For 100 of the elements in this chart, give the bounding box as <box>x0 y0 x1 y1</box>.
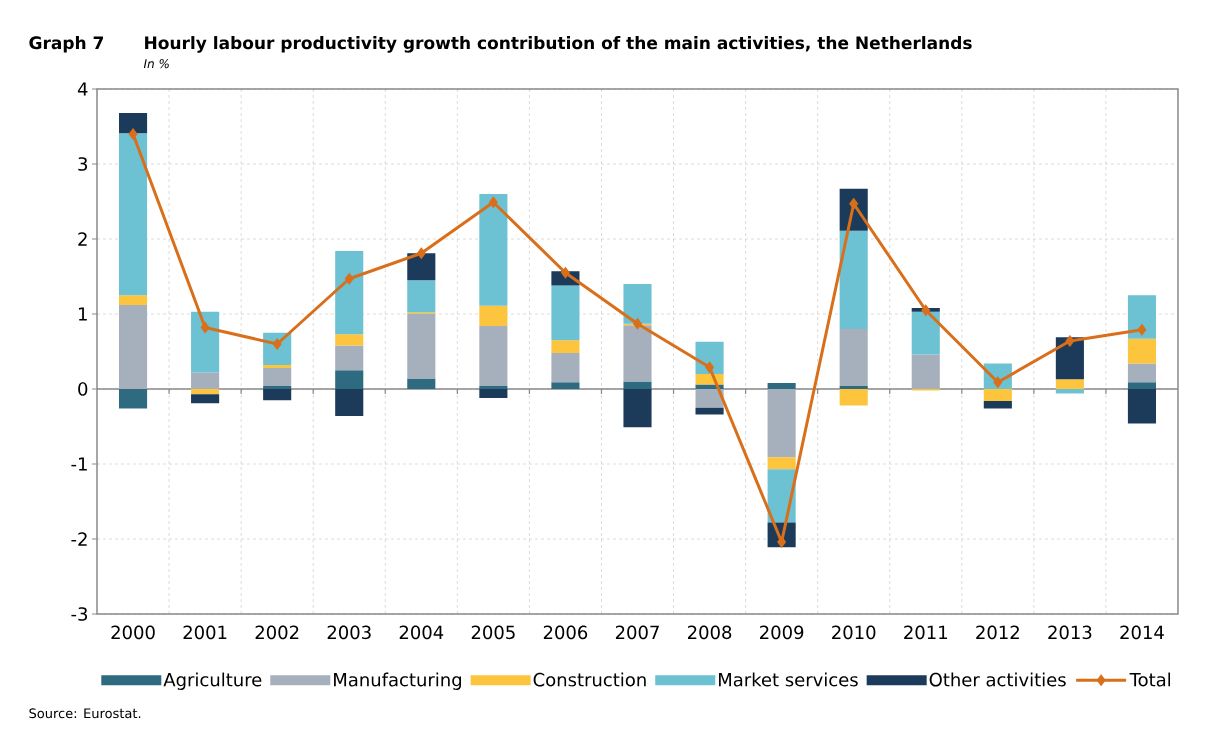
legend-label: Manufacturing <box>334 672 462 690</box>
x-tick-label: 2009 <box>760 625 804 640</box>
bar <box>118 388 148 409</box>
bar <box>839 388 868 406</box>
legend-label: Market services <box>719 672 858 687</box>
bar <box>767 457 796 470</box>
x-tick-label: 2007 <box>615 625 659 640</box>
bar <box>335 388 364 416</box>
bar <box>335 370 364 389</box>
bar <box>983 388 1012 401</box>
point <box>921 304 931 317</box>
bar <box>1127 382 1156 389</box>
bar <box>551 285 580 341</box>
bar <box>191 388 220 395</box>
x-tick-label: 2003 <box>327 625 371 640</box>
bar <box>407 313 436 379</box>
chart-subtitle: In % <box>143 59 169 69</box>
bar <box>1127 295 1156 339</box>
bar <box>623 283 652 324</box>
y-tick-label: -1 <box>71 457 87 471</box>
bar <box>479 385 508 389</box>
bar <box>407 253 436 281</box>
point <box>200 321 210 334</box>
point <box>777 535 787 549</box>
point <box>705 361 715 374</box>
y-tick-label: 2 <box>78 232 87 246</box>
bar <box>118 112 148 134</box>
bar <box>191 372 220 389</box>
bar <box>839 385 868 389</box>
bar <box>335 334 364 346</box>
point <box>416 247 426 260</box>
y-tick-label: 1 <box>79 307 87 321</box>
x-tick-label: 2010 <box>832 625 876 640</box>
x-tick-label: 2013 <box>1048 625 1092 640</box>
bar <box>1127 338 1156 364</box>
bar <box>118 295 148 305</box>
caption: Graph 7 <box>29 36 104 53</box>
point <box>344 272 354 285</box>
bar <box>623 388 652 428</box>
x-tick-label: 2000 <box>111 625 155 640</box>
bar <box>479 388 508 398</box>
bar <box>839 230 868 329</box>
y-tick-label: 3 <box>78 157 88 171</box>
bar <box>551 382 580 389</box>
bar <box>551 352 580 383</box>
point <box>1137 323 1147 336</box>
point <box>560 266 570 279</box>
bar <box>407 280 436 313</box>
bar <box>767 388 796 458</box>
x-tick-label: 2014 <box>1120 625 1164 640</box>
bar <box>479 193 508 306</box>
bar <box>335 250 364 335</box>
bar <box>263 385 292 389</box>
chart-title: Hourly labour productivity growth contribution of the main activities, the Netherlands <box>145 36 972 53</box>
y-tick-label: -3 <box>71 607 88 621</box>
y-tick-label: 0 <box>78 382 88 396</box>
bar <box>191 311 220 373</box>
bar <box>623 381 652 389</box>
bar <box>335 345 364 371</box>
point <box>1065 334 1075 348</box>
bar <box>767 382 796 389</box>
x-tick-label: 2005 <box>471 625 515 640</box>
legend-label: Agriculture <box>163 672 262 690</box>
bar <box>911 311 940 355</box>
point <box>849 197 859 210</box>
y-tick-label: 4 <box>77 82 88 96</box>
bar <box>479 325 508 386</box>
bar <box>623 325 652 382</box>
point <box>128 127 138 141</box>
x-tick-label: 2004 <box>399 625 444 640</box>
x-tick-label: 2011 <box>904 625 947 640</box>
bar <box>695 388 724 408</box>
legend-label: Construction <box>533 672 646 687</box>
bar <box>911 354 940 389</box>
x-tick-label: 2002 <box>255 625 299 640</box>
x-tick-label: 2001 <box>183 625 227 640</box>
bar <box>1127 388 1156 424</box>
bar <box>479 305 508 326</box>
bar <box>983 400 1012 409</box>
bar <box>263 388 292 401</box>
bar <box>118 304 148 389</box>
y-tick-label: -2 <box>71 532 87 546</box>
x-tick-label: 2006 <box>543 625 588 640</box>
bar <box>263 367 292 386</box>
bar <box>551 340 580 353</box>
bar <box>407 378 436 389</box>
bar <box>1055 379 1084 389</box>
bar <box>839 328 868 386</box>
bar <box>1127 363 1156 383</box>
legend-label: Total <box>1129 672 1171 687</box>
point <box>993 376 1003 389</box>
bar <box>118 133 148 296</box>
x-tick-label: 2008 <box>687 625 732 640</box>
x-tick-label: 2012 <box>976 625 1019 640</box>
bar <box>263 364 292 368</box>
point <box>632 317 643 330</box>
legend-label: Other activities <box>929 672 1066 687</box>
source-note: Source: Eurostat. <box>29 708 141 719</box>
point <box>272 337 282 351</box>
bar <box>191 394 220 404</box>
